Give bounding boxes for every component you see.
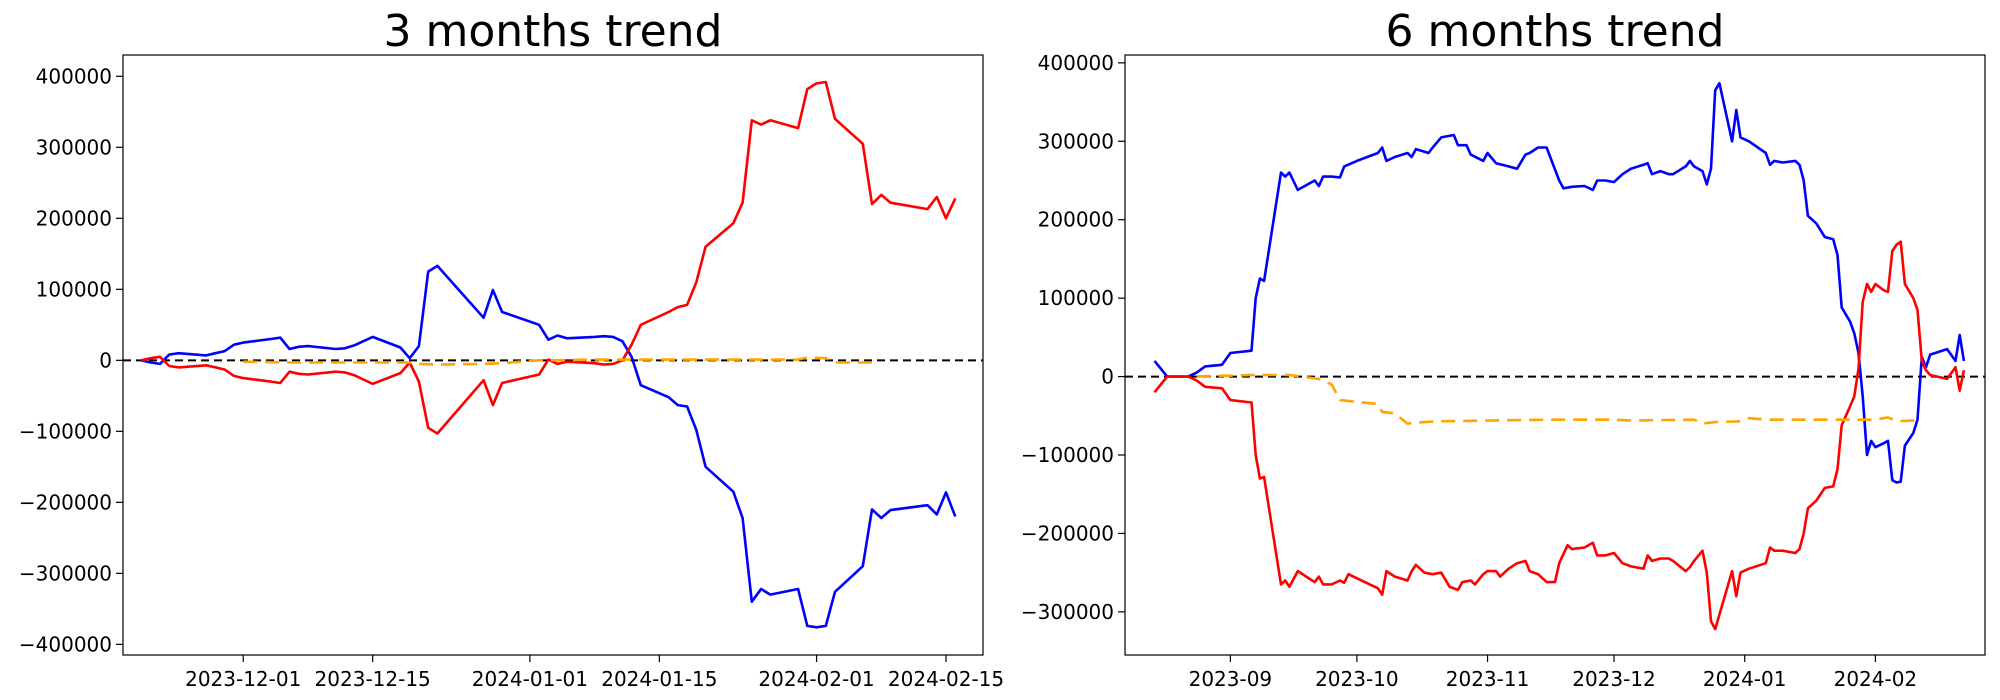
y-tick-label: 200000 — [36, 206, 112, 230]
y-tick-label: 0 — [99, 348, 112, 372]
y-tick-label: 200000 — [1038, 208, 1114, 232]
series-line-3 — [1196, 373, 1923, 425]
x-tick-label: 2023-12-15 — [315, 667, 431, 691]
x-tick-label: 2023-11 — [1446, 667, 1530, 691]
y-tick-label: −100000 — [19, 419, 112, 443]
x-tick-label: 2024-02-15 — [888, 667, 1004, 691]
y-tick-label: −300000 — [19, 561, 112, 585]
y-tick-label: 300000 — [1038, 129, 1114, 153]
x-tick-label: 2023-12-01 — [185, 667, 301, 691]
x-tick-label: 2023-09 — [1189, 667, 1273, 691]
x-tick-label: 2024-02 — [1834, 667, 1918, 691]
chart-panel-3-months: 3 months trend −400000 −300000 −200000 −1000… — [19, 6, 1004, 691]
y-tick-label: −200000 — [1021, 521, 1114, 545]
series-line-2 — [1153, 240, 1966, 631]
chart-panel-6-months: 6 months trend −300000 −200000 −100000 0 1000… — [1021, 6, 1986, 691]
y-tick-label: 400000 — [1038, 51, 1114, 75]
chart-title: 3 months trend — [384, 6, 723, 57]
x-tick-label: 2024-01-15 — [601, 667, 717, 691]
y-tick-label: 400000 — [36, 64, 112, 88]
y-tick-label: −200000 — [19, 490, 112, 514]
plot-frame — [1124, 54, 1986, 656]
x-tick-label: 2024-01 — [1703, 667, 1787, 691]
y-tick-label: 100000 — [1038, 286, 1114, 310]
y-tick-label: −100000 — [1021, 443, 1114, 467]
series-line-2 — [141, 80, 957, 435]
x-tick-label: 2024-01-01 — [472, 667, 588, 691]
y-tick-label: 0 — [1101, 365, 1114, 389]
x-tick-label: 2023-10 — [1315, 667, 1399, 691]
series-line-3 — [243, 356, 872, 366]
chart-title: 6 months trend — [1386, 6, 1725, 57]
x-tick-label: 2023-12 — [1572, 667, 1656, 691]
series-line-1 — [141, 264, 957, 629]
y-tick-label: −300000 — [1021, 600, 1114, 624]
y-tick-label: 300000 — [36, 135, 112, 159]
y-tick-label: −400000 — [19, 632, 112, 656]
series-line-1 — [1153, 81, 1966, 484]
plot-frame — [122, 54, 984, 656]
y-tick-label: 100000 — [36, 277, 112, 301]
x-tick-label: 2024-02-01 — [758, 667, 874, 691]
